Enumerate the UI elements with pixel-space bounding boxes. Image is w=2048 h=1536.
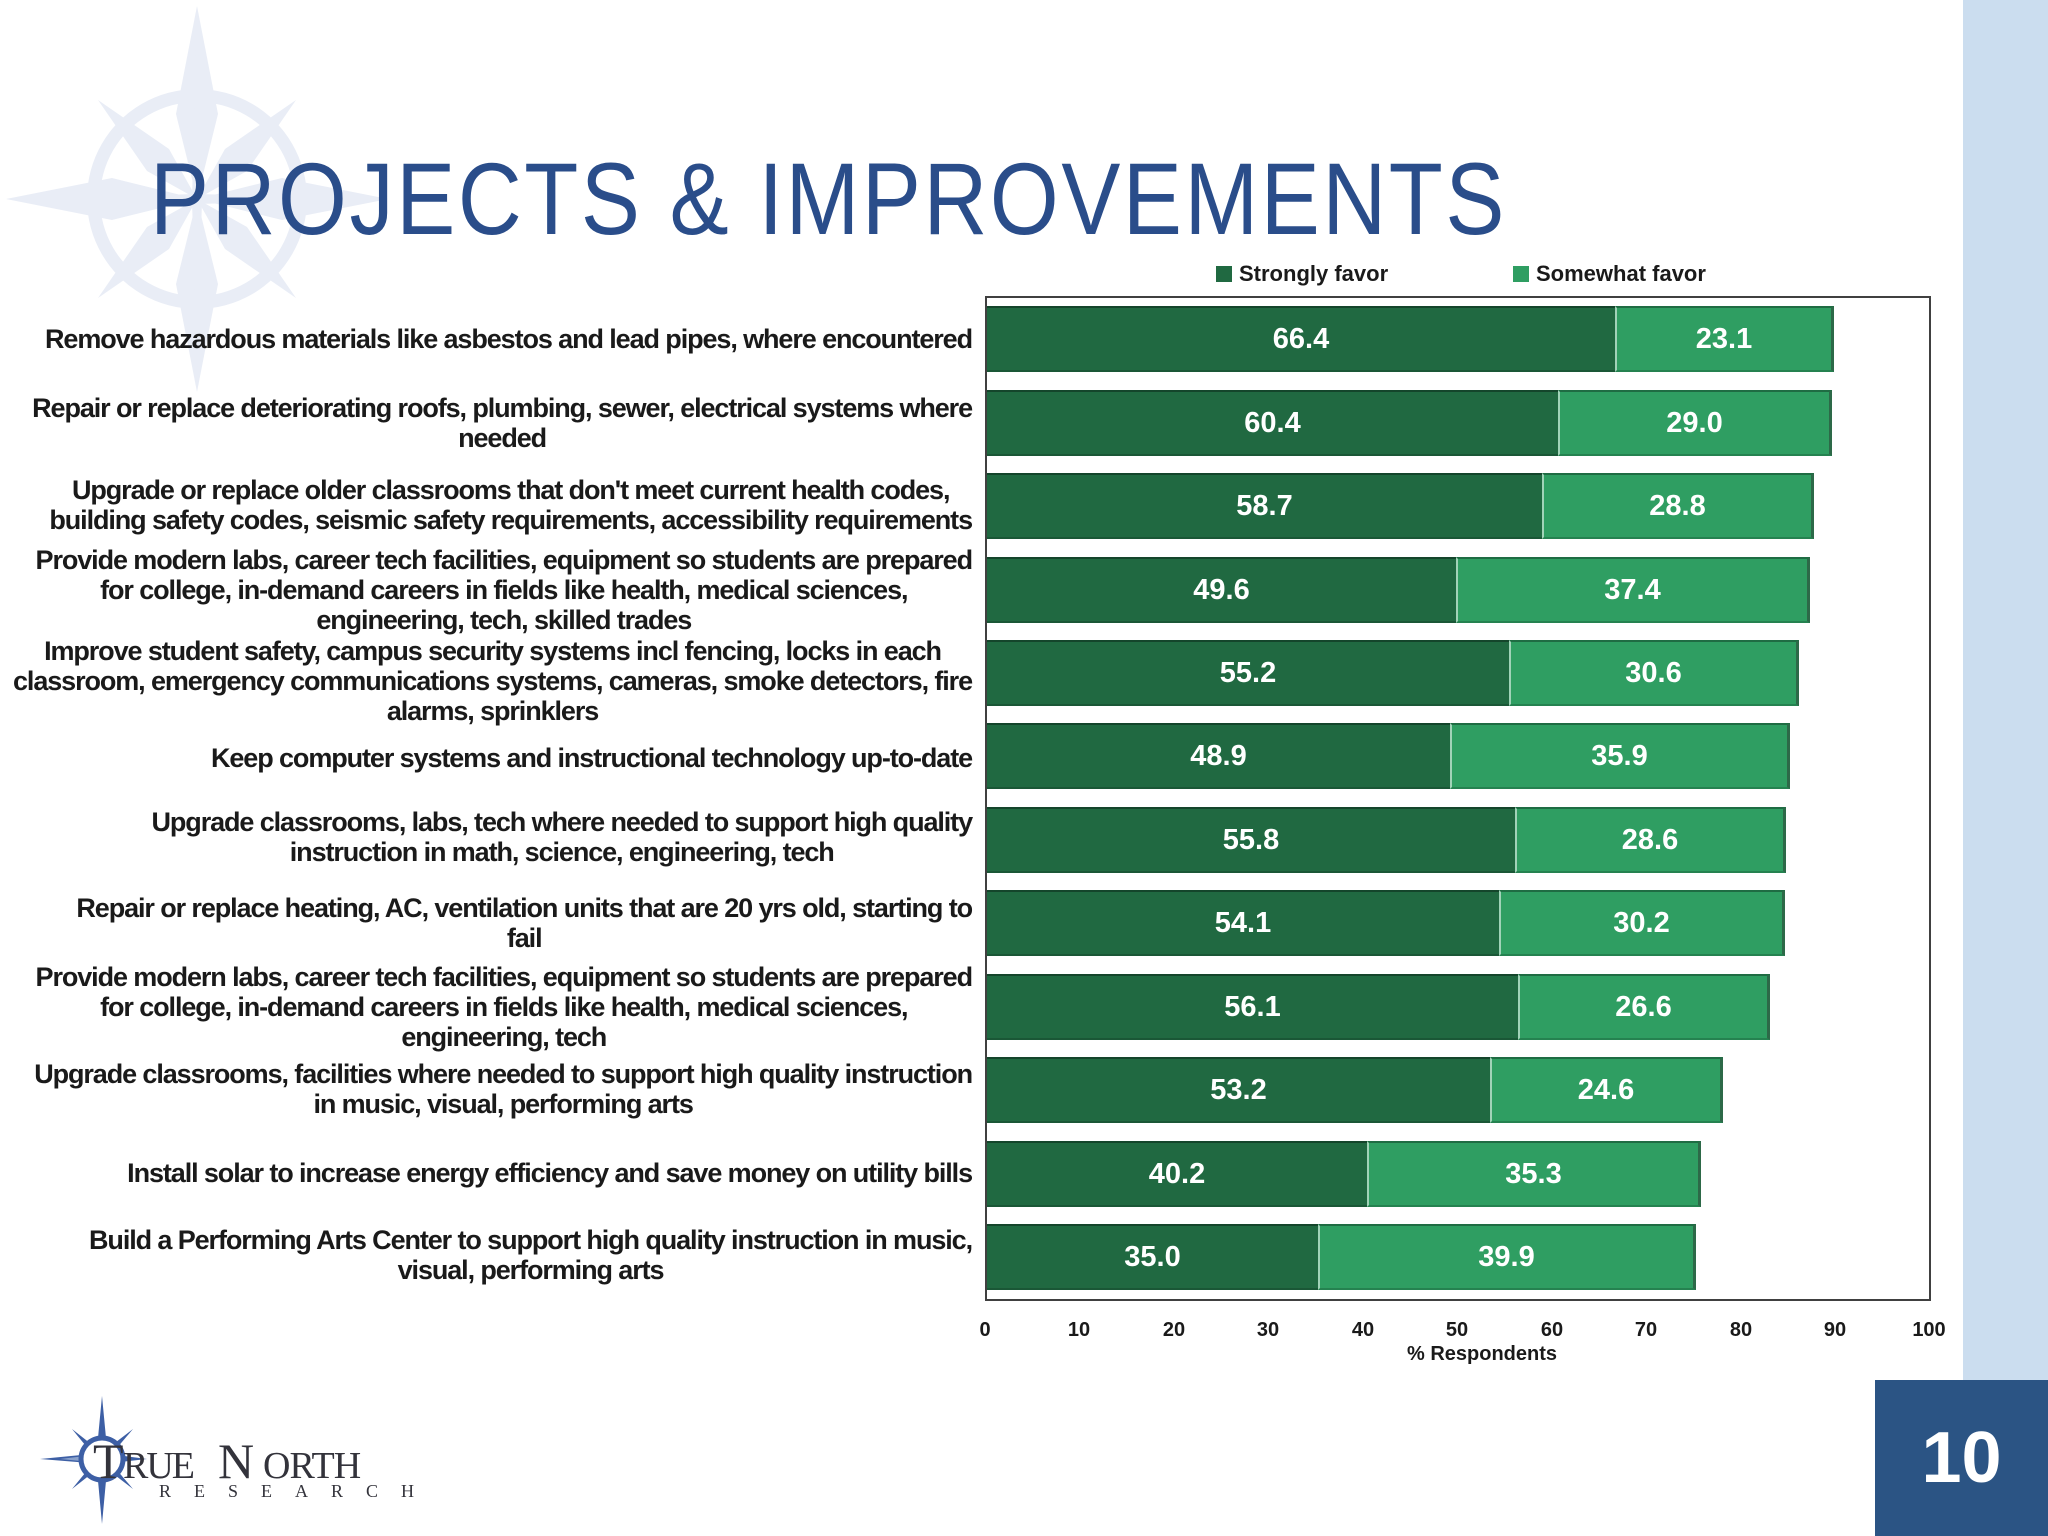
svg-text:N: N bbox=[218, 1433, 254, 1489]
svg-text:RUE: RUE bbox=[123, 1445, 194, 1487]
svg-text:RESEARCH: RESEARCH bbox=[159, 1481, 437, 1501]
svg-text:ORTH: ORTH bbox=[263, 1445, 361, 1487]
svg-text:T: T bbox=[93, 1433, 124, 1489]
